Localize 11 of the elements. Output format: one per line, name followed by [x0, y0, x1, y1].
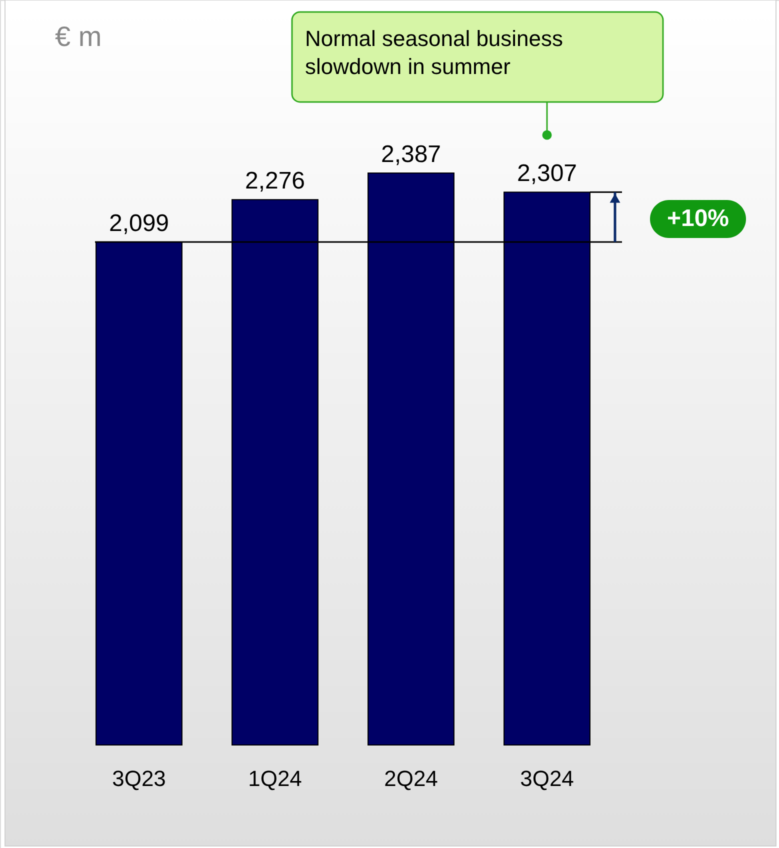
y-axis-title: € m	[55, 21, 102, 52]
data-label: 2,276	[244, 168, 306, 195]
x-tick-label: 1Q24	[248, 766, 302, 791]
x-tick-label: 2Q24	[384, 766, 438, 791]
x-tick-label: 3Q23	[112, 766, 166, 791]
data-label: 2,099	[108, 210, 170, 238]
data-label: 2,307	[516, 160, 578, 188]
x-tick-label: 3Q24	[520, 766, 574, 791]
data-label: 2,387	[380, 141, 442, 168]
text: Normal seasonal business slowdown in summer	[305, 26, 564, 79]
text: +10%	[666, 205, 730, 232]
